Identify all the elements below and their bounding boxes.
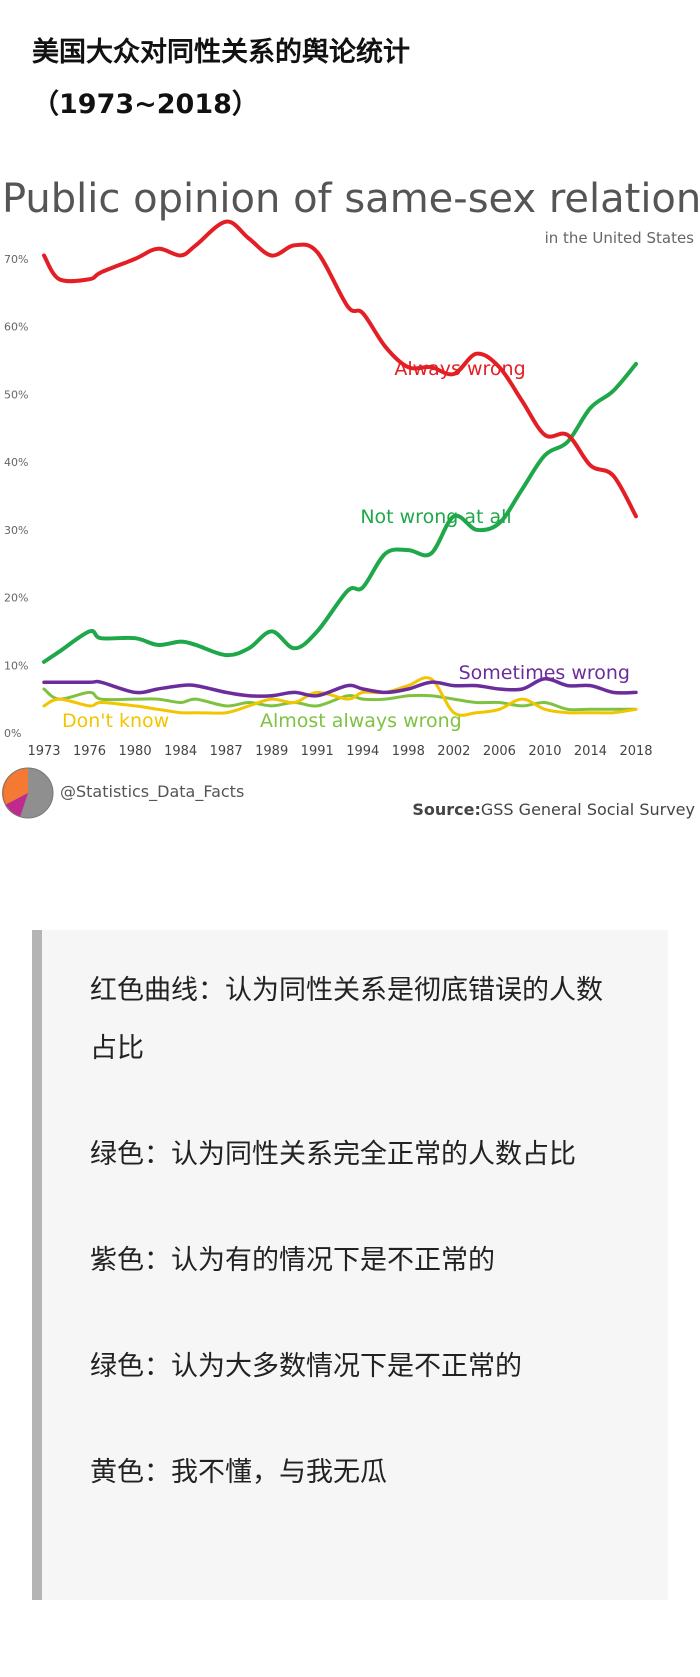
y-tick-label: 60% <box>4 321 28 334</box>
series-label-not-wrong-at-all: Not wrong at all <box>360 506 511 528</box>
series-line-not-wrong-at-all <box>42 361 638 664</box>
series-line-don-t-know <box>42 676 638 717</box>
series-label-always-wrong: Always wrong <box>394 358 525 380</box>
source-label: Source: <box>412 800 481 819</box>
x-tick-label: 1987 <box>210 744 243 759</box>
series-line-almost-always-wrong <box>42 687 638 712</box>
x-tick-label: 1989 <box>255 744 288 759</box>
x-tick-label: 1980 <box>119 744 152 759</box>
x-axis-ticks: 1973 1976 1980 1984 1987 1989 1991 1994 1998 2002… <box>27 744 652 759</box>
note-red: 红色曲线：认为同性关系是彻底错误的人数占比 <box>90 975 603 1064</box>
series-line-always-wrong <box>42 219 638 519</box>
y-tick-label: 20% <box>4 592 28 605</box>
credit-logo <box>1 767 54 819</box>
series-label-sometimes-wrong: Sometimes wrong <box>459 662 630 684</box>
y-tick-label: 10% <box>4 659 28 672</box>
article-title: 美国大众对同性关系的舆论统计 <box>32 37 410 68</box>
source-line: Source:GSS General Social Survey <box>412 800 695 819</box>
series-lines <box>42 219 638 717</box>
chart-svg: Public opinion of same-sex relations in … <box>1 176 700 819</box>
series-line-sometimes-wrong <box>42 677 638 698</box>
y-tick-label: 50% <box>4 388 28 401</box>
x-tick-label: 2002 <box>437 744 470 759</box>
note-light-green: 绿色：认为大多数情况下是不正常的 <box>90 1351 522 1382</box>
x-tick-label: 1976 <box>73 744 106 759</box>
chart-title: Public opinion of same-sex relations <box>2 176 700 222</box>
credit-handle: @Statistics_Data_Facts <box>60 782 244 802</box>
chart-figure: Public opinion of same-sex relations in … <box>0 165 700 875</box>
x-tick-label: 1973 <box>27 744 60 759</box>
series-label-don-t-know: Don't know <box>62 710 169 732</box>
source-text: GSS General Social Survey <box>481 800 695 819</box>
article-subtitle: （1973~2018） <box>32 89 259 120</box>
x-tick-label: 2010 <box>528 744 561 759</box>
note-green: 绿色：认为同性关系完全正常的人数占比 <box>90 1139 576 1170</box>
series-label-almost-always-wrong: Almost always wrong <box>260 710 462 732</box>
note-yellow: 黄色：我不懂，与我无瓜 <box>90 1457 387 1488</box>
series-labels: Always wrong Not wrong at all Sometimes wr… <box>62 358 630 732</box>
y-tick-label: 0% <box>4 727 21 740</box>
legend-notes-block: 红色曲线：认为同性关系是彻底错误的人数占比 绿色：认为同性关系完全正常的人数占比… <box>32 930 668 1600</box>
x-tick-label: 1998 <box>392 744 425 759</box>
y-tick-label: 40% <box>4 456 28 469</box>
y-axis-ticks: 0% 10% 20% 30% 40% 50% 60% 70% <box>4 253 28 740</box>
y-tick-label: 70% <box>4 253 28 266</box>
x-tick-label: 2018 <box>619 744 652 759</box>
x-tick-label: 1991 <box>301 744 334 759</box>
x-tick-label: 2006 <box>483 744 516 759</box>
note-purple: 紫色：认为有的情况下是不正常的 <box>90 1245 495 1276</box>
x-tick-label: 1984 <box>164 744 197 759</box>
y-tick-label: 30% <box>4 524 28 537</box>
x-tick-label: 1994 <box>346 744 379 759</box>
x-tick-label: 2014 <box>574 744 607 759</box>
chart-subtitle: in the United States <box>545 229 695 247</box>
